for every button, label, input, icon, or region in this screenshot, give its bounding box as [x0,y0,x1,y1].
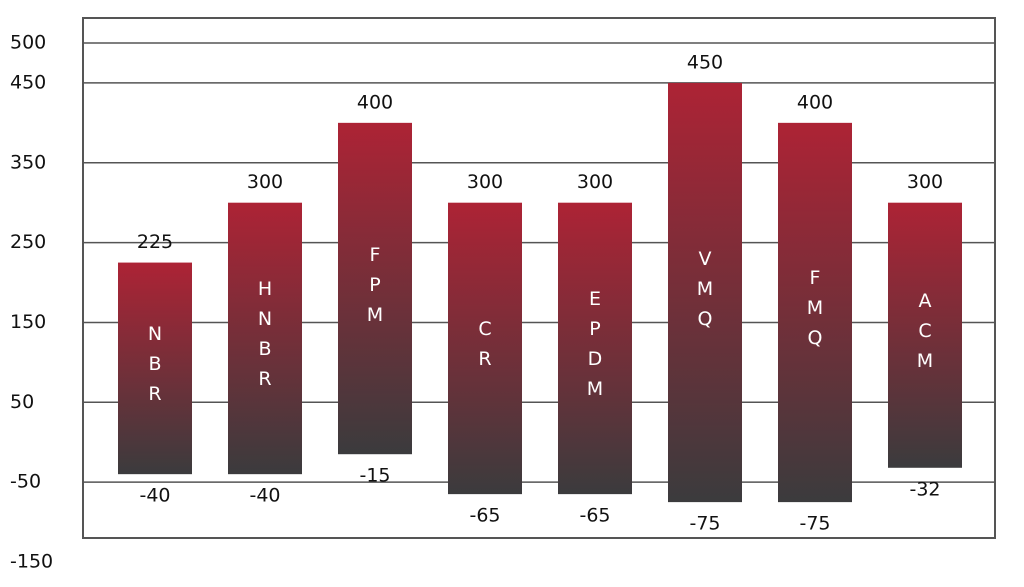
bar [228,202,302,475]
y-tick-label: 450 [10,71,46,93]
category-label: CR [474,318,496,379]
bar [448,202,522,495]
value-label-high: 400 [357,91,393,113]
category-label: EPDM [584,288,606,409]
y-tick-label: 500 [10,32,46,54]
value-label-high: 300 [467,171,503,193]
bar [338,122,412,455]
value-label-low: -75 [689,513,720,535]
y-tick-label: 50 [10,391,34,413]
bar [118,262,192,475]
value-label-high: 300 [907,171,943,193]
bar [888,202,962,468]
value-label-low: -40 [139,485,170,507]
value-label-high: 450 [687,51,723,73]
value-label-low: -32 [909,478,940,500]
value-label-low: -40 [249,485,280,507]
value-label-low: -15 [359,465,390,487]
value-label-low: -65 [579,505,610,527]
y-tick-label: -150 [10,551,53,573]
value-label-low: -75 [799,513,830,535]
bar [668,82,742,503]
category-label: FPM [364,243,386,334]
bar [558,202,632,495]
y-tick-label: 250 [10,231,46,253]
plot-frame [82,17,996,539]
y-tick-label: 350 [10,151,46,173]
category-label: ACM [914,290,936,381]
value-label-high: 400 [797,91,833,113]
bar [778,122,852,503]
category-label: FMQ [804,267,826,358]
category-label: VMQ [694,247,716,338]
y-tick-label: -50 [10,471,41,493]
category-label: HNBR [254,278,276,399]
value-label-low: -65 [469,505,500,527]
value-label-high: 225 [137,231,173,253]
value-label-high: 300 [247,171,283,193]
y-tick-label: 150 [10,311,46,333]
value-label-high: 300 [577,171,613,193]
category-label: NBR [144,323,166,414]
